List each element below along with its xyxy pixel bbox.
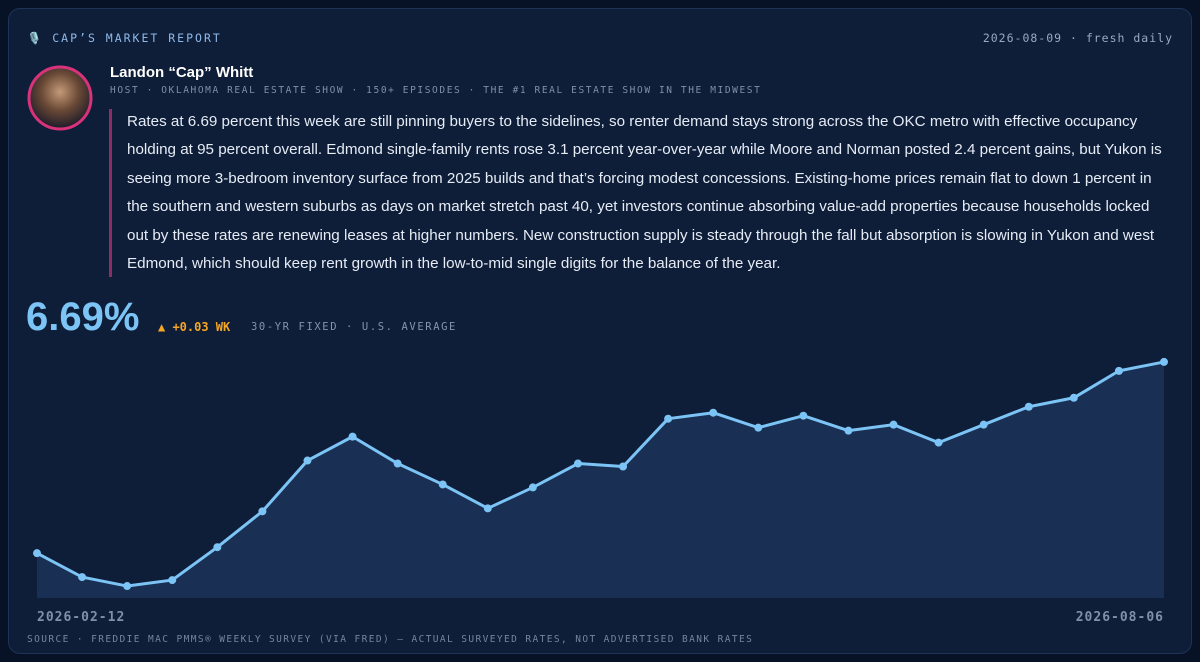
source-note: SOURCE · FREDDIE MAC PMMS® WEEKLY SURVEY… (27, 634, 754, 645)
point (619, 462, 628, 471)
point (213, 543, 222, 552)
header: 🎙️ CAP’S MARKET REPORT (27, 31, 222, 45)
point (799, 411, 808, 420)
host-name: Landon “Cap” Whitt (110, 64, 254, 81)
point (438, 480, 447, 489)
point (123, 582, 132, 591)
point (168, 576, 177, 585)
host-tagline: HOST · OKLAHOMA REAL ESTATE SHOW · 150+ … (110, 85, 762, 96)
point (979, 420, 988, 429)
point (303, 456, 312, 465)
x-tick-label: 2026-08-06 (1076, 610, 1164, 625)
chart: 2026-02-12 2026-08-06 (27, 65, 1168, 625)
point (754, 423, 763, 432)
point (483, 504, 492, 513)
point (934, 438, 943, 447)
point (1024, 402, 1033, 411)
report-card: 2026-02-12 2026-08-06 🎙️ CAP’S MARKET REP… (8, 8, 1192, 654)
point (1069, 393, 1078, 402)
point (844, 426, 853, 435)
point (889, 420, 898, 429)
line (36, 360, 1165, 588)
headline-rate: 6.69% (26, 295, 140, 339)
point (664, 414, 673, 423)
area (37, 361, 1164, 598)
rate-label: 30-YR FIXED · U.S. AVERAGE (251, 321, 457, 333)
report-title: CAP’S MARKET REPORT (52, 31, 222, 45)
host-avatar (27, 65, 93, 131)
report-date: 2026-08-09 · fresh daily (982, 31, 1173, 45)
point (33, 549, 41, 558)
point (1114, 366, 1123, 375)
point (528, 483, 537, 492)
point (258, 507, 267, 516)
point (78, 573, 87, 582)
rate-change: ▲ +0.03 WK (158, 320, 231, 334)
point (393, 459, 402, 468)
commentary: Rates at 6.69 percent this week are stil… (127, 113, 1162, 273)
point (348, 432, 357, 441)
x-tick-label: 2026-02-12 (37, 610, 125, 625)
point (573, 459, 582, 468)
point (709, 408, 718, 417)
point (1160, 357, 1168, 366)
quote-bar (109, 109, 112, 277)
